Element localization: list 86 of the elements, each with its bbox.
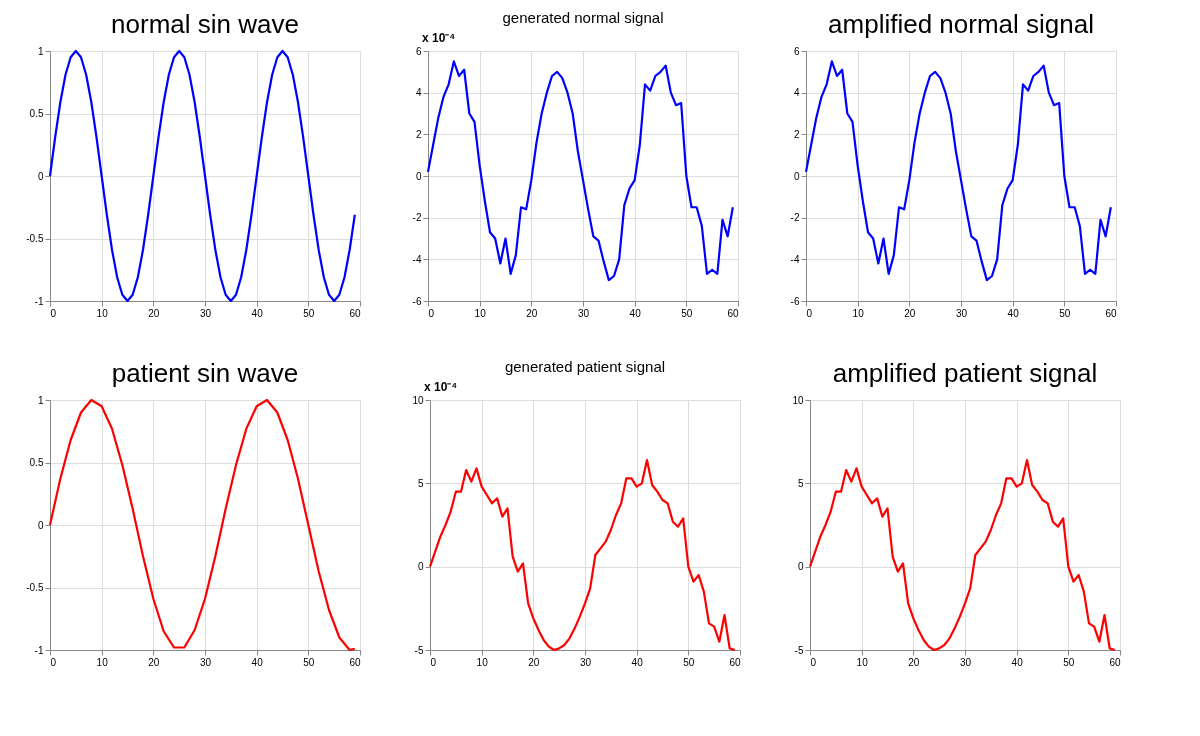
x-tick-label: 20 [148, 656, 160, 668]
y-tick-label: -5 [794, 644, 804, 656]
y-tick-label: 0 [793, 170, 800, 182]
y-tick-label: -2 [412, 212, 422, 224]
y-tick-label: 0.5 [29, 457, 44, 468]
x-tick-label: 30 [199, 656, 212, 668]
x-tick-label: 20 [148, 307, 160, 319]
x-tick-label: 50 [1063, 656, 1075, 668]
x-tick-label: 60 [727, 307, 739, 319]
x-tick-label: 30 [579, 656, 592, 668]
chart-title: amplified normal signal [828, 9, 1094, 39]
y-tick-label: 0 [417, 561, 424, 573]
x-tick-label: 60 [1105, 307, 1117, 319]
y-tick-label: -0.5 [26, 233, 44, 244]
text: x 10⁻⁴ [422, 31, 456, 45]
y-tick-label: 5 [417, 477, 424, 489]
chart-title: generated patient signal [504, 358, 666, 375]
y-tick-label: 0.5 [29, 108, 44, 119]
y-tick-label: 1 [37, 45, 44, 57]
x-tick-label: 50 [303, 656, 315, 668]
y-tick-label: -4 [790, 253, 800, 265]
x-tick-label: 30 [959, 656, 972, 668]
x-tick-label: 40 [251, 656, 264, 668]
y-tick-label: 0 [37, 519, 44, 531]
y-tick-label: 10 [792, 394, 804, 406]
x-tick-label: 40 [1007, 307, 1020, 319]
text: x 10⁻⁴ [424, 380, 458, 394]
x-tick-label: 20 [908, 656, 920, 668]
line-series [428, 458, 736, 652]
y-tick-label: -6 [790, 295, 800, 307]
x-tick-label: 40 [1011, 656, 1024, 668]
x-tick-label: 30 [955, 307, 968, 319]
line-series [426, 60, 734, 282]
x-tick-label: 60 [349, 656, 361, 668]
y-tick-label: 2 [793, 128, 800, 140]
y-tick-label: -6 [412, 295, 422, 307]
x-tick-label: 0 [50, 307, 57, 319]
x-tick-label: 20 [526, 307, 538, 319]
x-tick-label: 10 [96, 307, 109, 319]
y-tick-label: -4 [412, 253, 422, 265]
y-tick-label: 0 [37, 170, 44, 182]
x-tick-label: 0 [428, 307, 435, 319]
y-tick-label: 4 [793, 87, 800, 99]
y-tick-label: -0.5 [26, 582, 44, 593]
y-tick-label: 10 [412, 394, 424, 406]
x-tick-label: 10 [96, 656, 109, 668]
x-tick-label: 0 [806, 307, 813, 319]
x-tick-label: 60 [1109, 656, 1121, 668]
chart-title: amplified patient signal [832, 358, 1098, 388]
y-tick-label: 0 [415, 170, 422, 182]
y-tick-label: -2 [790, 212, 800, 224]
x-tick-label: 0 [810, 656, 817, 668]
x-tick-label: 40 [631, 656, 644, 668]
y-tick-label: -1 [34, 644, 44, 656]
x-tick-label: 40 [251, 307, 264, 319]
y-tick-label: 5 [797, 477, 804, 489]
y-tick-label: -1 [34, 295, 44, 307]
x-tick-label: 0 [50, 656, 57, 668]
line-series [808, 458, 1116, 652]
y-tick-label: -5 [414, 644, 424, 656]
x-tick-label: 50 [1059, 307, 1071, 319]
x-tick-label: 30 [577, 307, 590, 319]
y-tick-label: 1 [37, 394, 44, 406]
y-tick-label: 2 [415, 128, 422, 140]
x-tick-label: 20 [528, 656, 540, 668]
chart-title: patient sin wave [111, 358, 299, 388]
y-tick-label: 0 [797, 561, 804, 573]
chart-title: normal sin wave [111, 9, 299, 39]
x-tick-label: 30 [199, 307, 212, 319]
x-tick-label: 50 [303, 307, 315, 319]
y-tick-label: 6 [793, 45, 800, 57]
x-tick-label: 10 [474, 307, 487, 319]
x-tick-label: 60 [349, 307, 361, 319]
x-tick-label: 60 [729, 656, 741, 668]
x-tick-label: 0 [430, 656, 437, 668]
x-tick-label: 10 [856, 656, 869, 668]
x-tick-label: 40 [629, 307, 642, 319]
x-tick-label: 10 [852, 307, 865, 319]
x-tick-label: 50 [683, 656, 695, 668]
x-tick-label: 10 [476, 656, 489, 668]
line-series [804, 60, 1112, 282]
x-tick-label: 50 [681, 307, 693, 319]
x-tick-label: 20 [904, 307, 916, 319]
chart-title: generated normal signal [502, 9, 664, 26]
y-tick-label: 4 [415, 87, 422, 99]
y-tick-label: 6 [415, 45, 422, 57]
